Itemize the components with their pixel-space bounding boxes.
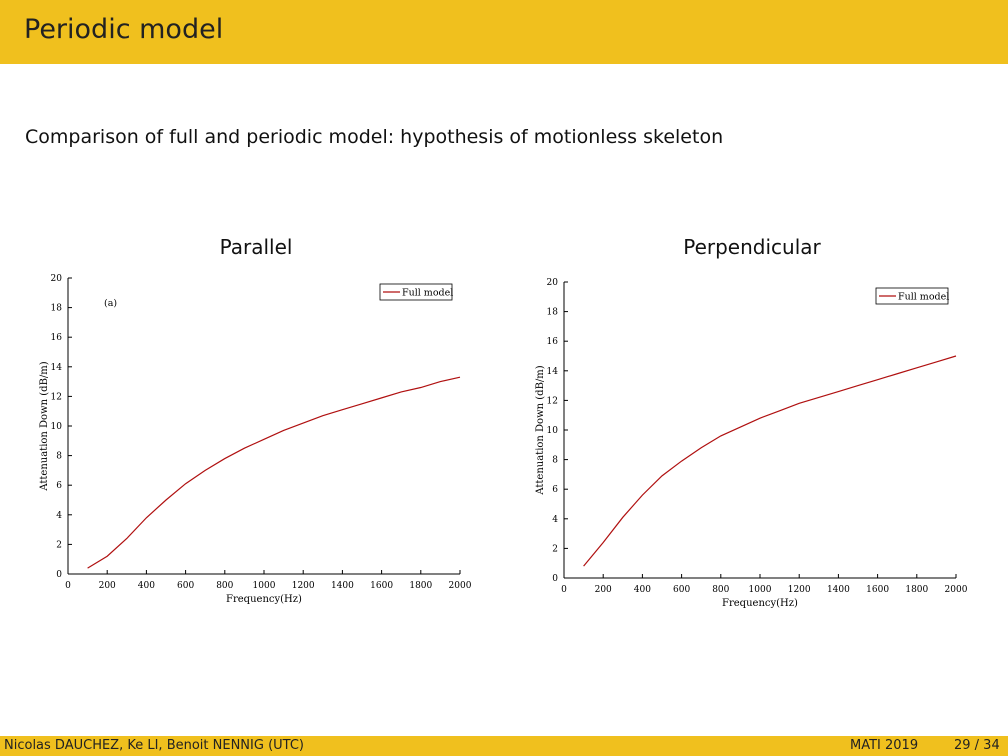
y-axis-label: Attenuation Down (dB/m) [39,361,50,491]
series-line-full-model [87,376,461,569]
legend-box [379,283,453,301]
chart-annotation: (a) [104,298,117,309]
y-tick-label: 6 [56,481,62,491]
footer-bar: Nicolas DAUCHEZ, Ke LI, Benoit NENNIG (U… [0,736,1008,756]
legend-label: Full model [402,288,453,299]
x-tick-label: 1200 [292,581,315,591]
x-tick-label: 1600 [370,581,393,591]
x-tick-label: 1400 [827,585,850,595]
y-tick-label: 10 [547,426,559,436]
y-tick-label: 12 [51,392,62,402]
panel-title-parallel: Parallel [219,235,293,259]
x-tick-label: 400 [634,585,651,595]
x-tick-label: 0 [561,585,567,595]
y-tick-label: 0 [56,570,62,580]
series-line-full-model [583,355,957,567]
legend-box [875,287,949,305]
x-tick-label: 1000 [253,581,276,591]
footer-page-number: 29 / 34 [954,738,1000,753]
y-tick-label: 20 [547,278,559,288]
header-bar: Periodic model [0,0,1008,64]
y-tick-label: 18 [51,304,63,314]
page-title: Periodic model [24,14,224,45]
x-tick-label: 1400 [331,581,354,591]
y-tick-label: 20 [51,274,63,284]
x-tick-label: 1600 [866,585,889,595]
x-tick-label: 1200 [788,585,811,595]
y-tick-label: 10 [51,422,63,432]
x-tick-label: 600 [177,581,194,591]
y-tick-label: 0 [552,574,558,584]
y-tick-label: 6 [552,485,558,495]
x-tick-label: 800 [216,581,233,591]
x-axis-label: Frequency(Hz) [722,598,798,609]
x-tick-label: 0 [65,581,71,591]
y-tick-label: 16 [51,333,63,343]
footer-conference: MATI 2019 [850,738,919,753]
y-tick-label: 12 [547,396,558,406]
x-tick-label: 200 [99,581,116,591]
y-tick-label: 14 [547,367,559,377]
x-tick-label: 1800 [409,581,432,591]
y-tick-label: 4 [56,511,62,521]
x-axis-label: Frequency(Hz) [226,594,302,605]
y-tick-label: 4 [552,515,558,525]
y-tick-label: 8 [552,456,558,466]
x-tick-label: 200 [595,585,612,595]
y-tick-label: 18 [547,308,559,318]
x-tick-label: 2000 [449,581,472,591]
y-axis-label: Attenuation Down (dB/m) [535,365,546,495]
slide-subtitle: Comparison of full and periodic model: h… [25,126,724,148]
x-tick-label: 1000 [749,585,772,595]
x-tick-label: 400 [138,581,155,591]
legend-label: Full model [898,292,949,303]
y-tick-label: 14 [51,363,63,373]
panel-title-perpendicular: Perpendicular [683,235,821,259]
y-tick-label: 16 [547,337,559,347]
x-tick-label: 2000 [945,585,968,595]
y-tick-label: 2 [56,540,62,550]
x-tick-label: 1800 [905,585,928,595]
y-tick-label: 8 [56,452,62,462]
y-tick-label: 2 [552,544,558,554]
x-tick-label: 800 [712,585,729,595]
x-tick-label: 600 [673,585,690,595]
footer-authors: Nicolas DAUCHEZ, Ke LI, Benoit NENNIG (U… [4,738,304,753]
